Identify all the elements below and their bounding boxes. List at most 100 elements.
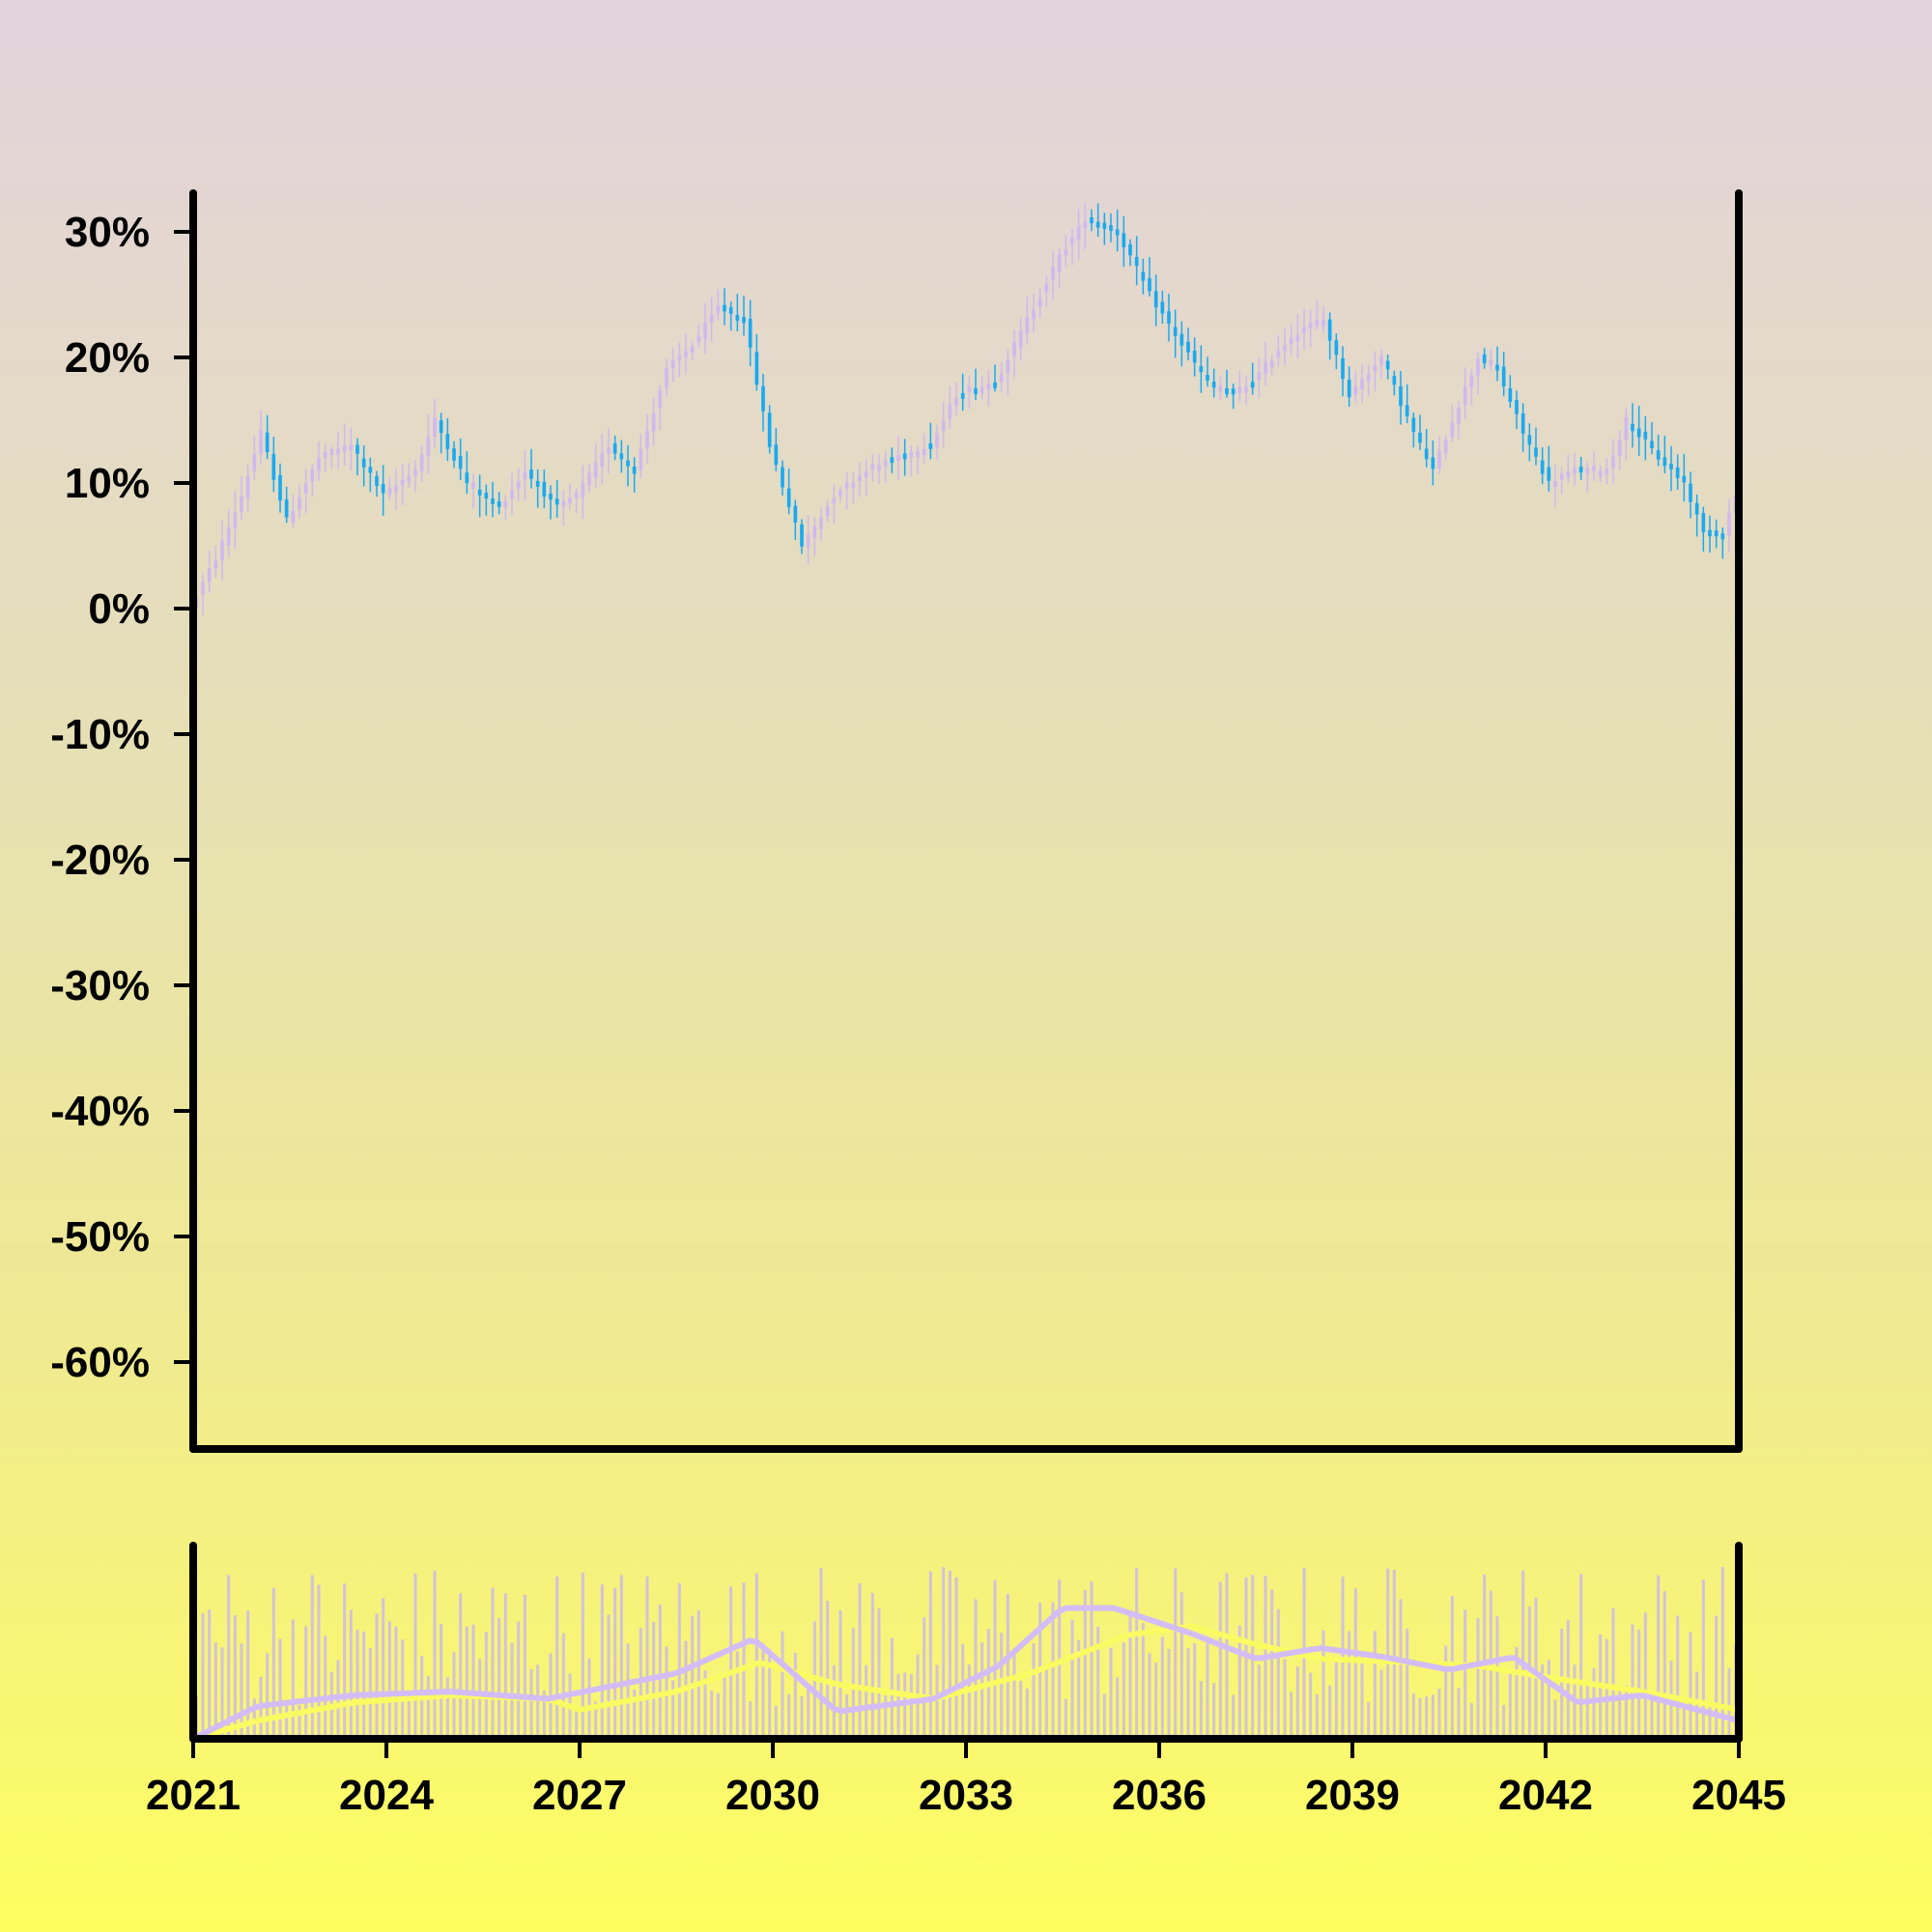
volume-bar: [1174, 1568, 1178, 1739]
candle-body: [1631, 423, 1634, 432]
candle: [1392, 370, 1397, 396]
candle-body: [471, 482, 475, 489]
candle: [1051, 250, 1055, 300]
volume-bar: [1431, 1694, 1435, 1739]
volume-bar: [285, 1702, 289, 1739]
volume-bar: [607, 1614, 611, 1739]
candle-body: [323, 451, 327, 459]
candle: [986, 369, 991, 407]
y-tick-label: -30%: [50, 962, 150, 1009]
candle-body: [980, 386, 984, 393]
volume-bar: [1090, 1581, 1094, 1739]
candle: [1547, 445, 1551, 492]
volume-bar: [1682, 1705, 1686, 1739]
volume-bar: [742, 1582, 746, 1739]
volume-bar: [407, 1694, 411, 1739]
candle-body: [1289, 338, 1293, 345]
volume-bar: [445, 1677, 449, 1739]
candle: [1720, 527, 1725, 559]
candle: [1592, 451, 1596, 482]
candle-body: [1411, 417, 1416, 433]
candle-body: [1334, 340, 1339, 355]
volume-bar: [433, 1570, 437, 1739]
candle: [639, 434, 643, 478]
volume-bar: [1689, 1632, 1692, 1739]
candle: [284, 486, 289, 524]
volume-bar: [1444, 1645, 1448, 1739]
candle-body: [1527, 435, 1532, 445]
volume-bar: [1637, 1629, 1641, 1739]
candle: [870, 453, 875, 482]
x-tick-label: 2042: [1498, 1772, 1593, 1819]
candle-body: [554, 498, 559, 505]
candle: [291, 494, 296, 528]
x-tick-label: 2021: [146, 1772, 241, 1819]
y-tick-label: -40%: [50, 1088, 150, 1135]
volume-bar: [304, 1626, 308, 1739]
volume-bar: [928, 1571, 932, 1739]
x-tick-label: 2039: [1305, 1772, 1400, 1819]
candle: [838, 486, 842, 502]
candle: [883, 450, 888, 483]
candle: [1218, 376, 1223, 401]
candle: [1257, 357, 1262, 399]
candle: [1450, 404, 1455, 442]
candle-body: [1199, 366, 1204, 373]
volume-bar: [324, 1635, 327, 1739]
volume-bar: [1315, 1693, 1319, 1739]
candle: [1083, 202, 1088, 250]
volume-bar: [761, 1643, 765, 1739]
candle: [684, 333, 688, 376]
volume-bar: [503, 1593, 507, 1739]
candle: [806, 514, 810, 565]
volume-bar: [317, 1584, 321, 1739]
volume-bar: [1032, 1643, 1036, 1739]
volume-bar: [870, 1593, 874, 1739]
candle-body: [497, 500, 501, 507]
volume-bar: [909, 1673, 913, 1739]
volume-bar: [375, 1613, 379, 1739]
volume-bar: [1070, 1619, 1074, 1739]
candle: [1437, 437, 1441, 474]
candle-body: [523, 471, 527, 480]
price-axes: [189, 189, 1743, 1453]
candle-body: [1186, 341, 1190, 353]
candle: [303, 469, 308, 514]
volume-bar: [542, 1690, 546, 1739]
volume-bar: [510, 1642, 514, 1739]
candle: [948, 385, 952, 430]
candle: [1508, 375, 1513, 409]
candle-body: [458, 455, 463, 469]
volume-bar: [619, 1575, 623, 1739]
candle-body: [819, 517, 823, 529]
volume-bar: [1495, 1616, 1499, 1739]
candle: [1431, 440, 1435, 486]
candle: [1527, 423, 1532, 462]
candle: [967, 375, 972, 410]
candle: [574, 488, 579, 514]
candle-body: [1611, 455, 1615, 469]
candle-body: [207, 568, 212, 582]
candle-body: [413, 469, 417, 476]
candle: [800, 519, 804, 554]
volume-bar: [1553, 1699, 1557, 1739]
candle-body: [928, 442, 933, 449]
volume-bar: [1624, 1685, 1628, 1739]
candle-body: [864, 471, 868, 478]
candle-body: [1012, 341, 1016, 357]
volume-bar: [993, 1579, 997, 1739]
candle-body: [723, 304, 726, 312]
candle: [781, 460, 784, 496]
candle: [298, 484, 301, 519]
candle: [922, 433, 926, 464]
volume-bar: [1618, 1690, 1622, 1739]
volume-bar: [832, 1664, 836, 1739]
volume-bar: [768, 1649, 772, 1739]
candle: [819, 506, 823, 542]
candle-body: [1675, 467, 1680, 478]
candle-body: [632, 466, 637, 474]
candle-body: [1006, 359, 1010, 374]
candle: [774, 428, 779, 471]
candle: [387, 477, 392, 500]
candle-body: [1025, 317, 1030, 334]
